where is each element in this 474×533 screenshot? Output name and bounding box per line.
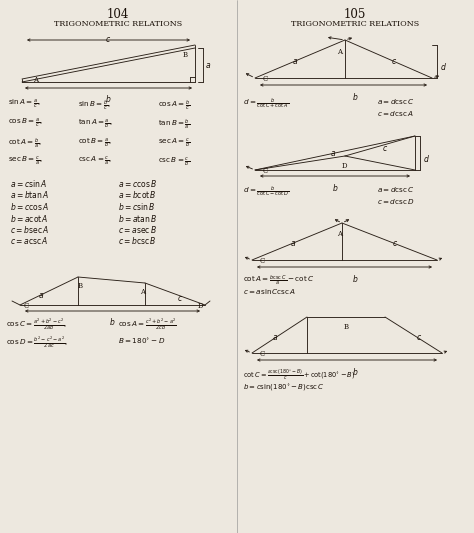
Text: $\cos C = \frac{a^2 + b^2 - c^2}{2ab},$: $\cos C = \frac{a^2 + b^2 - c^2}{2ab},$ (6, 318, 67, 333)
Text: $d = \frac{b}{\cot C + \cot A}$: $d = \frac{b}{\cot C + \cot A}$ (243, 97, 289, 111)
Text: C: C (263, 167, 268, 175)
Text: $c = a \sec B$: $c = a \sec B$ (118, 224, 157, 235)
Text: $a$: $a$ (290, 239, 296, 248)
Text: C: C (23, 302, 28, 310)
Text: $\cos B = \frac{a}{c},$: $\cos B = \frac{a}{c},$ (8, 117, 43, 130)
Text: $b = c \sin B$: $b = c \sin B$ (118, 201, 155, 212)
Text: $a = d \csc C$: $a = d \csc C$ (377, 97, 415, 106)
Text: $c$: $c$ (382, 144, 388, 153)
Text: $b = a \tan B$: $b = a \tan B$ (118, 213, 157, 223)
Text: $a = b \cot B$: $a = b \cot B$ (118, 190, 157, 200)
Text: $\csc B = \frac{c}{b}$: $\csc B = \frac{c}{b}$ (158, 155, 190, 168)
Text: $\tan B = \frac{b}{a}$: $\tan B = \frac{b}{a}$ (158, 117, 190, 131)
Text: B: B (78, 282, 82, 290)
Text: $b = c \sin(180^{\circ} - B) \csc C$: $b = c \sin(180^{\circ} - B) \csc C$ (243, 382, 325, 393)
Text: $\sec A = \frac{c}{b}$: $\sec A = \frac{c}{b}$ (158, 136, 191, 149)
Text: $c = b \sec A$: $c = b \sec A$ (10, 224, 49, 235)
Text: $\cot A = \frac{b \csc C}{a} - \cot C$: $\cot A = \frac{b \csc C}{a} - \cot C$ (243, 273, 314, 287)
Text: $B = 180^{\circ} - D$: $B = 180^{\circ} - D$ (118, 336, 165, 345)
Text: $a = c \cos B$: $a = c \cos B$ (118, 178, 157, 189)
Text: $a = c \sin A$: $a = c \sin A$ (10, 178, 47, 189)
Text: TRIGONOMETRIC RELATIONS: TRIGONOMETRIC RELATIONS (291, 20, 419, 28)
Text: $a = d \csc C$: $a = d \csc C$ (377, 185, 415, 194)
Text: $\sin A = \frac{a}{c},$: $\sin A = \frac{a}{c},$ (8, 98, 41, 110)
Text: $\sin B = \frac{b}{c},$: $\sin B = \frac{b}{c},$ (78, 98, 111, 111)
Text: $c = d \csc A$: $c = d \csc A$ (377, 109, 414, 118)
Text: $d$: $d$ (423, 153, 430, 164)
Text: $d$: $d$ (440, 61, 447, 72)
Text: A: A (34, 76, 38, 84)
Text: 104: 104 (107, 8, 129, 21)
Text: $\tan A = \frac{a}{b},$: $\tan A = \frac{a}{b},$ (78, 117, 113, 130)
Text: $\cot A = \frac{b}{a},$: $\cot A = \frac{b}{a},$ (8, 136, 42, 150)
Text: D: D (342, 162, 347, 170)
Text: TRIGONOMETRIC RELATIONS: TRIGONOMETRIC RELATIONS (54, 20, 182, 28)
Text: $b$: $b$ (352, 91, 358, 102)
Text: A: A (337, 230, 342, 238)
Text: $\cos A = \frac{b}{c}$: $\cos A = \frac{b}{c}$ (158, 98, 191, 111)
Text: $c$: $c$ (391, 57, 397, 66)
Text: $b = c \cos A$: $b = c \cos A$ (10, 201, 49, 212)
Text: B: B (344, 323, 348, 331)
Text: $c$: $c$ (416, 333, 422, 342)
Text: $a = b \tan A$: $a = b \tan A$ (10, 190, 49, 200)
Text: $a$: $a$ (292, 57, 298, 66)
Text: $a$: $a$ (38, 291, 44, 300)
Text: $\cos A = \frac{c^2 + b^2 - a^2}{2cb}$: $\cos A = \frac{c^2 + b^2 - a^2}{2cb}$ (118, 318, 177, 333)
Text: C: C (260, 257, 265, 265)
Text: $b$: $b$ (332, 182, 338, 193)
Text: $c = b \csc B$: $c = b \csc B$ (118, 236, 157, 246)
Text: $a$: $a$ (205, 61, 211, 69)
Text: C: C (263, 75, 268, 83)
Text: D: D (197, 302, 203, 310)
Text: $a$: $a$ (330, 149, 336, 158)
Text: $c$: $c$ (392, 239, 398, 248)
Text: $d = \frac{b}{\cot C - \cot D}$: $d = \frac{b}{\cot C - \cot D}$ (243, 185, 290, 199)
Text: 105: 105 (344, 8, 366, 21)
Text: $\sec B = \frac{c}{a},$: $\sec B = \frac{c}{a},$ (8, 155, 43, 167)
Text: B: B (182, 51, 188, 59)
Text: C: C (260, 350, 265, 358)
Text: $c$: $c$ (105, 35, 111, 44)
Text: $c = d \csc D$: $c = d \csc D$ (377, 197, 415, 206)
Text: $c$: $c$ (177, 294, 183, 303)
Text: $\cot C = \frac{a \csc(180^{\circ} - B)}{c} + \cot(180^{\circ} - B)$: $\cot C = \frac{a \csc(180^{\circ} - B)}… (243, 368, 356, 382)
Text: $a$: $a$ (272, 333, 278, 342)
Text: $b$: $b$ (109, 316, 115, 327)
Text: A: A (140, 288, 146, 296)
Text: $b$: $b$ (352, 366, 358, 377)
Text: $c = a \sin C \csc A$: $c = a \sin C \csc A$ (243, 287, 296, 296)
Text: $\csc A = \frac{c}{a},$: $\csc A = \frac{c}{a},$ (78, 155, 112, 167)
Text: $\cot B = \frac{a}{b},$: $\cot B = \frac{a}{b},$ (78, 136, 112, 149)
Text: $\cos D = \frac{b^2 - c^2 - a^2}{2ac},$: $\cos D = \frac{b^2 - c^2 - a^2}{2ac},$ (6, 336, 68, 351)
Text: $c = a \csc A$: $c = a \csc A$ (10, 236, 48, 246)
Text: A: A (337, 48, 342, 56)
Text: $b$: $b$ (352, 273, 358, 284)
Text: $b = a \cot A$: $b = a \cot A$ (10, 213, 49, 223)
Text: $b$: $b$ (105, 93, 111, 104)
